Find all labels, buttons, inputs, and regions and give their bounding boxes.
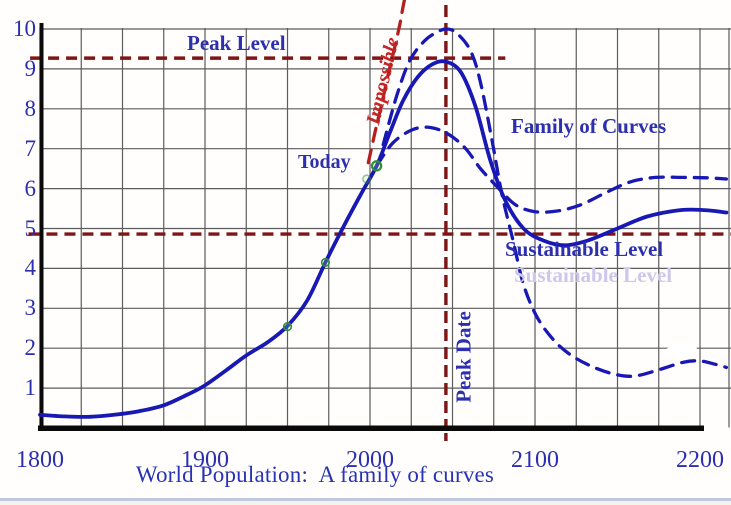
x-tick-label-1800: 1800: [16, 447, 64, 473]
sustainable-level-label: Sustainable Level: [505, 237, 664, 261]
high-projection-collapse-curve: [381, 27, 729, 378]
scan-edge-strip: [0, 498, 731, 501]
chart-title: World Population: A family of curves: [135, 462, 495, 487]
x-tick-label-2100: 2100: [511, 447, 559, 473]
y-tick-label-1: 1: [24, 375, 37, 401]
x-tick-label-2000: 2000: [346, 447, 394, 473]
low-projection-stabilize-curve: [374, 125, 729, 214]
data-point-1973: [320, 257, 331, 268]
x-tick-label-2200: 2200: [676, 447, 724, 473]
sustainable-level-ghost-label: Sustainable Level: [514, 263, 673, 287]
y-tick-label-9: 9: [24, 55, 37, 81]
y-tick-label-5: 5: [24, 215, 37, 241]
data-point-1998: [362, 174, 372, 184]
family-of-curves-label: Family of Curves: [511, 114, 667, 138]
y-tick-label-2: 2: [24, 335, 37, 361]
y-tick-label-4: 4: [24, 255, 37, 281]
white-smudge-artifact: [665, 343, 697, 357]
y-tick-label-6: 6: [24, 175, 37, 201]
x-axis-line: [38, 425, 704, 431]
impossible-exponential-curve: [366, 0, 407, 165]
peak-date-label: Peak Date: [451, 311, 476, 403]
y-tick-label-7: 7: [24, 135, 37, 161]
today-label: Today: [298, 151, 351, 173]
y-tick-label-3: 3: [24, 295, 37, 321]
x-tick-label-1900: 1900: [181, 447, 229, 473]
y-axis-line: [39, 23, 44, 431]
scan-edge-strip-lower: [0, 501, 731, 505]
data-point-1950: [282, 322, 293, 332]
y-tick-label-8: 8: [24, 95, 37, 121]
peak-level-label: Peak Level: [187, 31, 286, 55]
y-tick-label-10: 10: [13, 16, 36, 41]
today-point: [370, 160, 383, 172]
historical-median-projection-curve: [38, 59, 729, 419]
